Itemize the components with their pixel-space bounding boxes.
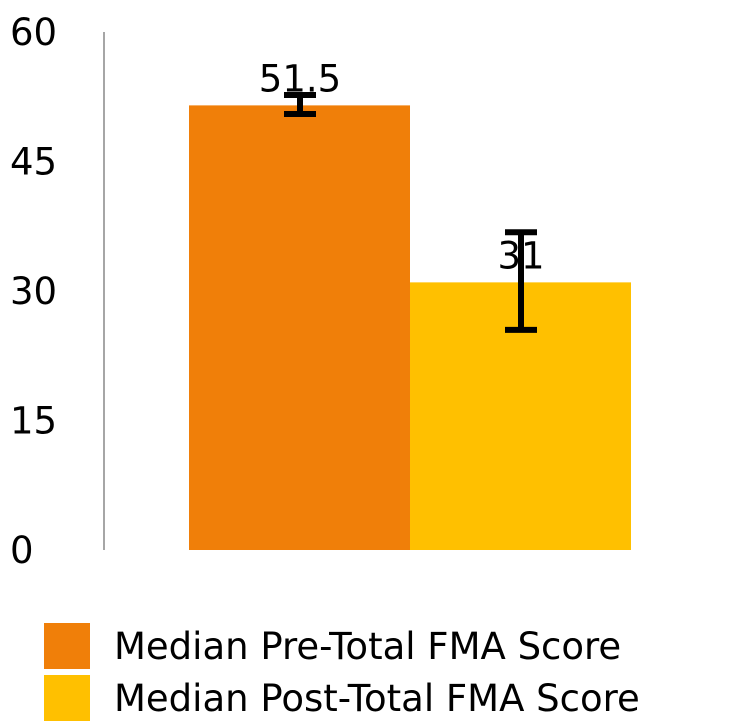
data-labels: 51.5 31 [259, 57, 545, 277]
legend-swatch-post [44, 675, 90, 721]
error-bars [284, 92, 537, 333]
y-tick-label-30: 30 [10, 270, 57, 313]
legend-label-pre: Median Pre-Total FMA Score [114, 624, 622, 668]
legend-swatch-pre [44, 623, 90, 669]
y-tick-label-45: 45 [10, 141, 57, 184]
data-label-series-1: 31 [497, 234, 544, 277]
data-label-series-0: 51.5 [259, 57, 341, 100]
legend-label-post: Median Post-Total FMA Score [114, 676, 640, 720]
y-tick-label-15: 15 [10, 400, 57, 443]
bars [189, 105, 631, 550]
y-tick-label-60: 60 [10, 11, 57, 54]
legend-item-post: Median Post-Total FMA Score [44, 672, 640, 724]
bar-chart: 0 15 30 45 60 51.5 31 [10, 11, 631, 572]
y-axis-ticks: 0 15 30 45 60 [10, 11, 57, 572]
legend-item-pre: Median Pre-Total FMA Score [44, 620, 640, 672]
bar-series-0 [189, 105, 410, 550]
y-tick-label-0: 0 [10, 529, 34, 572]
legend: Median Pre-Total FMA Score Median Post-T… [44, 620, 640, 724]
